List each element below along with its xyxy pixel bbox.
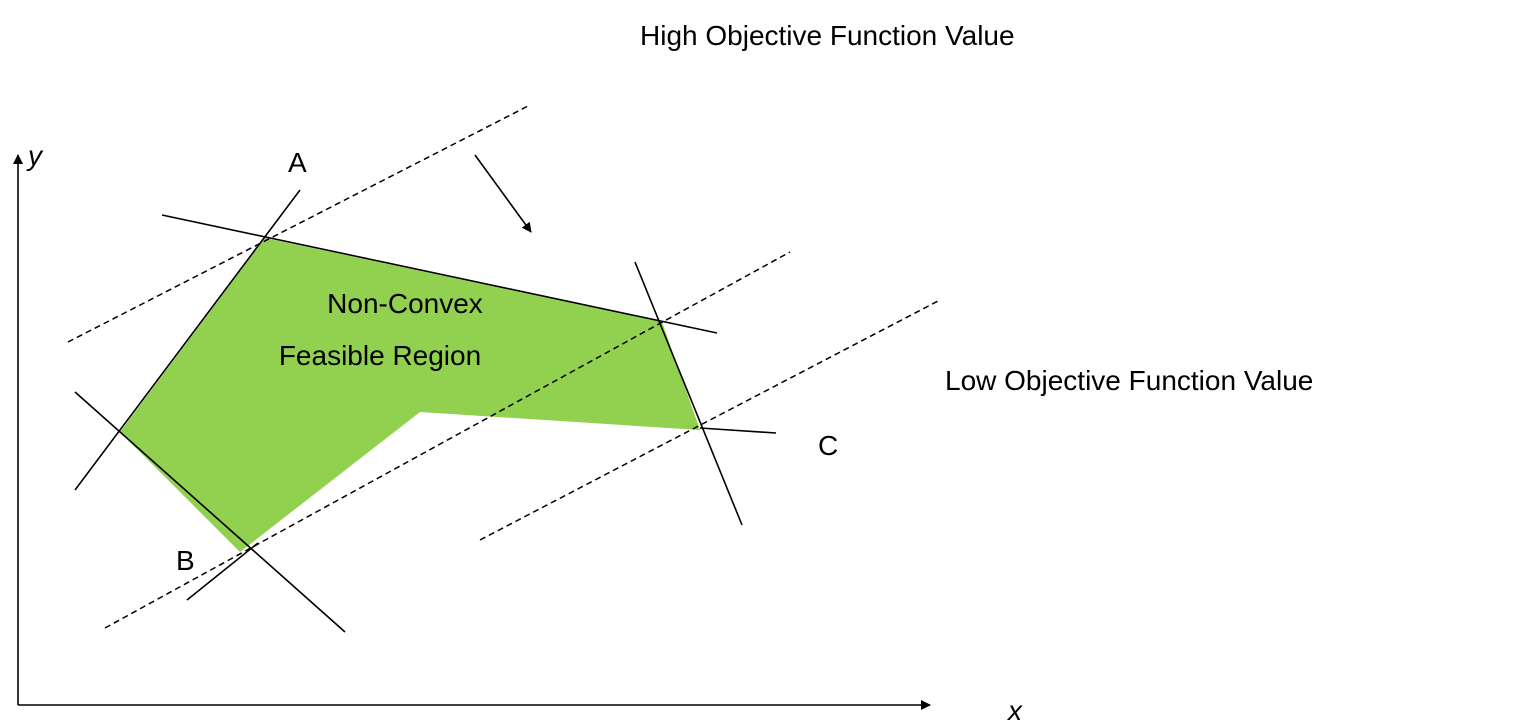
constraint-a xyxy=(74,189,301,491)
constraint-b xyxy=(186,542,259,601)
objective-line xyxy=(104,251,791,629)
constraint-right xyxy=(634,261,743,526)
region-label: Non-Convex xyxy=(327,288,483,319)
constraint-top xyxy=(161,214,718,334)
label-b: B xyxy=(176,545,195,576)
objective-line xyxy=(67,104,531,343)
y-axis-label: y xyxy=(26,140,44,171)
low-label: Low Objective Function Value xyxy=(945,365,1313,396)
constraint-c xyxy=(699,427,777,434)
objective-line xyxy=(479,299,941,541)
region-label: Feasible Region xyxy=(279,340,481,371)
x-axis-label: x xyxy=(1006,695,1023,722)
label-c: C xyxy=(818,430,838,461)
label-a: A xyxy=(288,147,307,178)
feasible-region xyxy=(120,238,700,552)
high-label: High Objective Function Value xyxy=(640,20,1015,51)
direction-arrow xyxy=(474,154,532,233)
constraint-left xyxy=(74,391,346,633)
